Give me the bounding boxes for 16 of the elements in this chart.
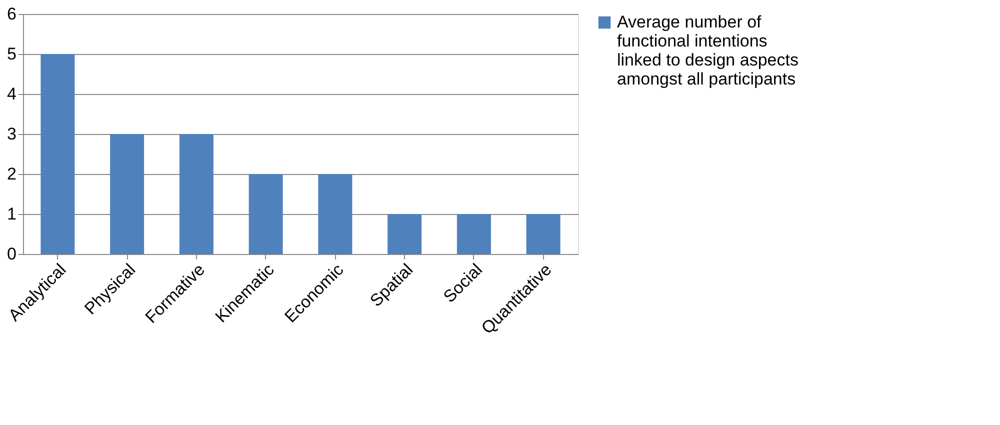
y-tick-label: 4: [7, 84, 16, 104]
bar: [110, 134, 144, 254]
bar: [456, 214, 491, 254]
bar: [526, 214, 560, 254]
y-tick-label: 0: [7, 244, 16, 264]
bar: [248, 174, 283, 254]
y-tick-label: 6: [7, 4, 16, 24]
legend-label: Average number of functional intentions linked to design aspects amongst all participants: [617, 12, 798, 88]
bar: [40, 54, 75, 254]
y-tick-label: 3: [7, 124, 16, 144]
y-tick-label: 5: [7, 44, 16, 64]
bar: [318, 174, 352, 254]
bar: [179, 134, 214, 254]
y-tick-label: 1: [7, 204, 16, 224]
bar: [388, 214, 422, 254]
y-tick-label: 2: [7, 164, 16, 184]
